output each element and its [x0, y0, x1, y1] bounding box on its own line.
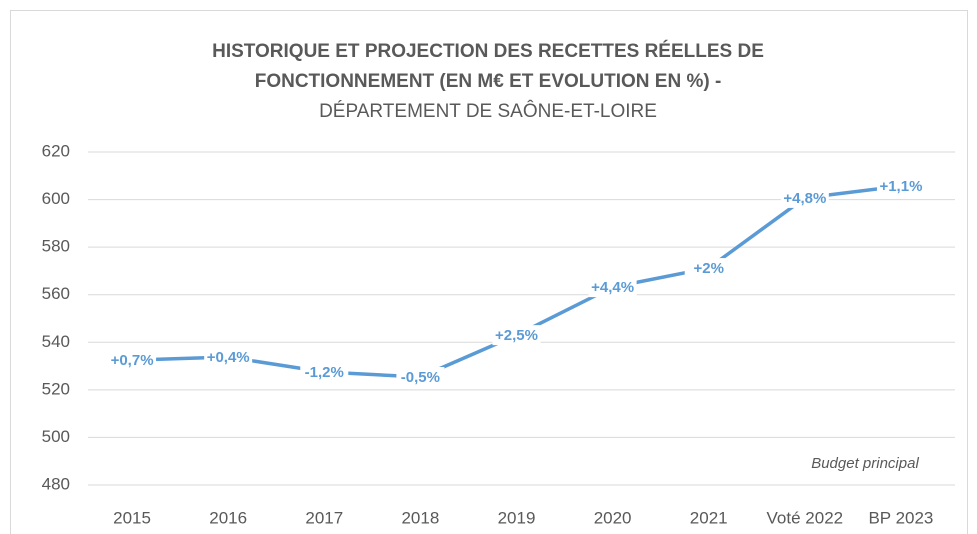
chart-frame — [10, 10, 968, 534]
label-bg — [684, 258, 733, 279]
y-tick-label: 600 — [42, 189, 70, 208]
x-tick-label: 2020 — [594, 508, 632, 527]
point-label: +4,8% — [783, 190, 826, 207]
label-bg — [780, 187, 829, 208]
y-tick-label: 520 — [42, 379, 70, 398]
label-bg — [204, 347, 253, 368]
y-tick-label: 620 — [42, 141, 70, 160]
point-label: -0,5% — [401, 369, 440, 386]
label-bg — [876, 176, 925, 197]
annotation: Budget principal — [811, 455, 919, 472]
x-tick-label: 2016 — [209, 508, 247, 527]
point-label: +1,1% — [879, 178, 922, 195]
y-tick-label: 540 — [42, 332, 70, 351]
label-bg — [396, 367, 445, 388]
point-label: +2,5% — [495, 327, 538, 344]
label-bg — [588, 277, 637, 298]
label-bg — [300, 362, 349, 383]
point-label: +4,4% — [591, 279, 634, 296]
x-tick-label: 2019 — [498, 508, 536, 527]
x-tick-label: 2018 — [401, 508, 439, 527]
point-label: -1,2% — [305, 364, 344, 381]
chart-subtitle: DÉPARTEMENT DE SAÔNE-ET-LOIRE — [319, 100, 657, 122]
y-tick-label: 560 — [42, 284, 70, 303]
y-tick-label: 500 — [42, 427, 70, 446]
y-tick-label: 580 — [42, 237, 70, 256]
chart-title: HISTORIQUE ET PROJECTION DES RECETTES RÉ… — [212, 40, 764, 62]
x-tick-label: BP 2023 — [868, 508, 933, 527]
x-tick-label: Voté 2022 — [767, 508, 844, 527]
x-tick-label: 2021 — [690, 508, 728, 527]
x-tick-label: 2015 — [113, 508, 151, 527]
point-label: +2% — [693, 260, 723, 277]
y-tick-label: 480 — [42, 474, 70, 493]
point-label: +0,4% — [207, 349, 250, 366]
chart-title: FONCTIONNEMENT (EN M€ ET EVOLUTION EN %)… — [255, 71, 722, 92]
label-bg — [492, 325, 541, 346]
x-tick-label: 2017 — [305, 508, 343, 527]
label-bg — [108, 350, 157, 371]
point-label: +0,7% — [111, 352, 154, 369]
